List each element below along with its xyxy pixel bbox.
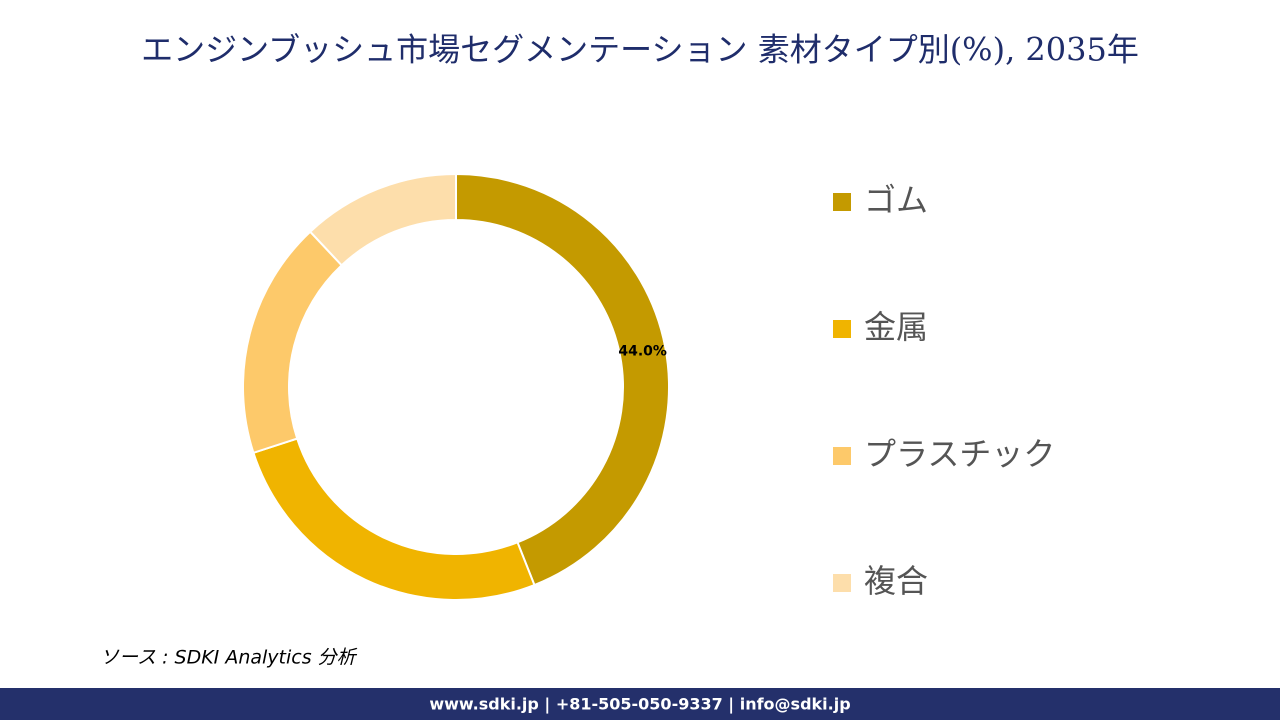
donut: 44.0% [242, 172, 670, 601]
footer-text: www.sdki.jp | +81-505-050-9337 | info@sd… [429, 695, 850, 715]
data-label: 44.0% [618, 343, 667, 359]
donut-slice [252, 437, 536, 601]
source: ソース : SDKI Analytics 分析 [100, 647, 358, 669]
legend-swatch [833, 574, 851, 592]
legend-label: プラスチック [864, 435, 1055, 473]
donut-slice [242, 230, 344, 455]
legend-swatch [833, 193, 851, 211]
chart-title: エンジンブッシュ市場セグメンテーション 素材タイプ別(%), 2035年 [141, 31, 1139, 69]
donut-slice [308, 172, 457, 267]
legend-label: 金属 [864, 308, 928, 346]
legend-label: ゴム [864, 181, 928, 219]
donut-slice [455, 172, 670, 587]
legend-label: 複合 [864, 562, 928, 600]
legend-swatch [833, 447, 851, 465]
legend-swatch [833, 320, 851, 338]
footer-bar [0, 688, 1280, 720]
